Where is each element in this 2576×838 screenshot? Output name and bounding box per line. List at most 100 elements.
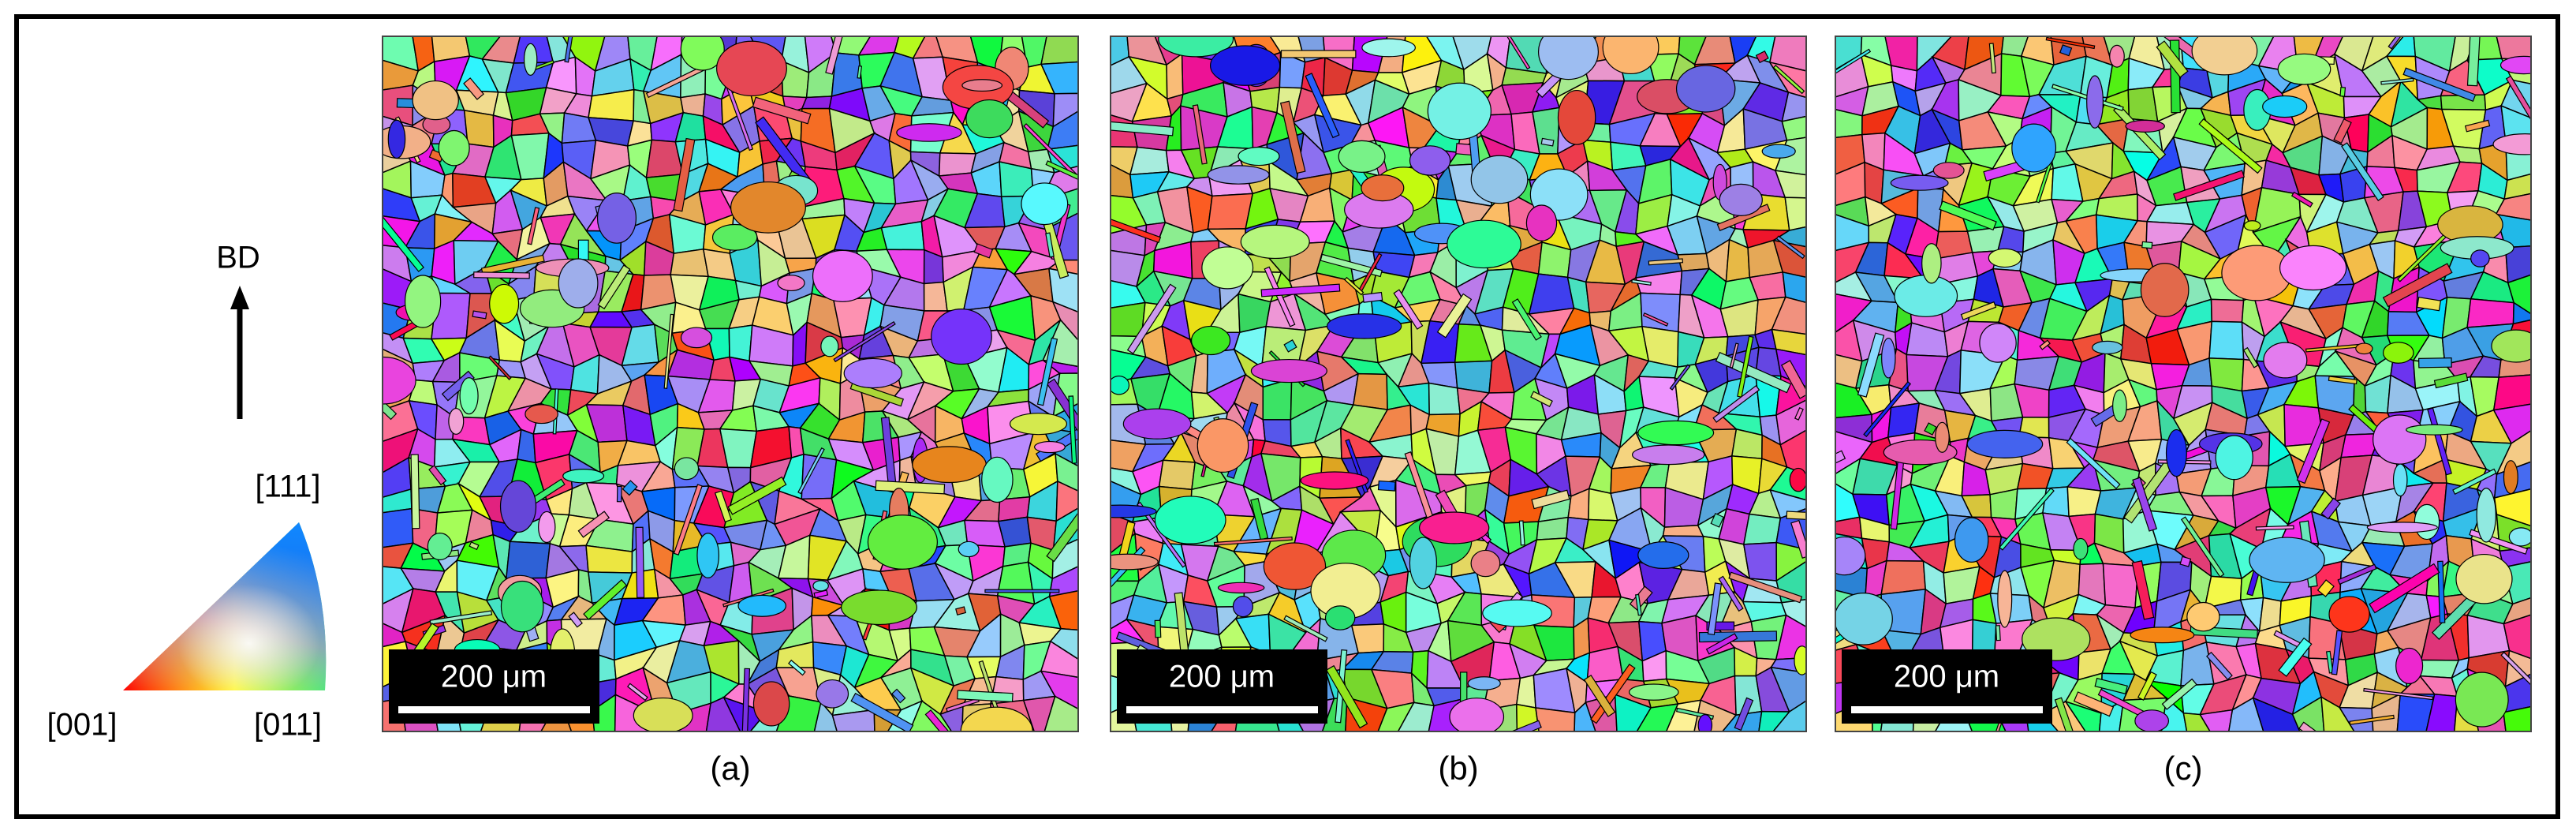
- grain: [2491, 329, 2531, 363]
- grain: [2112, 389, 2127, 422]
- grain: [2134, 709, 2170, 731]
- grain: [1775, 541, 1806, 582]
- twin-lamella: [2402, 67, 2477, 103]
- grain: [2227, 697, 2264, 731]
- grain: [2512, 301, 2531, 325]
- panel-label: (c): [2164, 750, 2203, 787]
- twin-lamella: [1436, 293, 1473, 339]
- twin-lamella: [1706, 621, 1735, 631]
- grain: [2011, 123, 2057, 173]
- grain: [2102, 563, 2139, 608]
- twin-lamella: [2180, 516, 2225, 578]
- grain: [820, 335, 839, 357]
- grain: [1761, 144, 1796, 159]
- twin-lamella: [1698, 630, 1778, 643]
- grain: [1665, 699, 1702, 731]
- grain: [2182, 712, 2211, 731]
- twin-lamella: [2437, 560, 2446, 623]
- grain: [843, 357, 902, 389]
- twin-lamella: [616, 485, 622, 503]
- grain: [2508, 527, 2531, 547]
- grain: [2366, 522, 2438, 533]
- twin-lamella: [955, 606, 967, 616]
- grain: [1324, 605, 1356, 630]
- grain: [2252, 697, 2301, 731]
- twin-lamella: [469, 541, 480, 551]
- twin-lamella: [714, 490, 732, 523]
- grain: [1397, 701, 1435, 731]
- grain: [633, 697, 693, 731]
- grain: [562, 469, 605, 484]
- grain: [1782, 271, 1806, 304]
- grain: [1789, 467, 1806, 492]
- grain: [716, 40, 787, 97]
- twin-lamella: [857, 65, 863, 79]
- grain: [2109, 44, 2125, 68]
- grain: [737, 594, 786, 617]
- grain: [1111, 375, 1130, 395]
- grain: [2503, 705, 2531, 731]
- grain: [1040, 61, 1078, 95]
- grain: [1158, 459, 1196, 491]
- grain: [1034, 440, 1066, 454]
- grain: [2243, 220, 2261, 231]
- grain: [1662, 524, 1704, 537]
- twin-lamella: [663, 313, 674, 389]
- twin-lamella: [890, 688, 906, 704]
- grain: [2320, 695, 2355, 731]
- ebsd-map: [1111, 36, 1806, 731]
- grain: [1046, 110, 1078, 151]
- twin-lamella: [428, 465, 447, 486]
- grain: [2503, 173, 2531, 200]
- twin-lamella: [1775, 235, 1805, 260]
- grain: [1774, 170, 1806, 199]
- grain: [2495, 193, 2531, 221]
- twin-lamella: [1780, 360, 1806, 399]
- grain: [680, 327, 713, 349]
- twin-lamella: [2333, 118, 2352, 144]
- twin-lamella: [1715, 351, 1792, 394]
- grain: [438, 129, 470, 166]
- twin-lamella: [1045, 232, 1055, 258]
- twin-lamella: [1260, 283, 1341, 297]
- grain: [2425, 693, 2458, 731]
- grain: [730, 181, 806, 234]
- grain: [777, 275, 805, 292]
- grain: [1935, 421, 1950, 453]
- grain: [705, 696, 741, 731]
- grain: [1300, 471, 1369, 490]
- grain: [1835, 536, 1866, 576]
- grain: [1536, 516, 1570, 541]
- scale-bar: [398, 706, 590, 713]
- grain: [489, 283, 520, 324]
- grain: [1052, 92, 1078, 128]
- grain: [1361, 174, 1405, 202]
- twin-lamella: [480, 254, 545, 275]
- twin-lamella: [2290, 191, 2313, 208]
- twin-lamella: [2173, 170, 2246, 201]
- twin-lamella: [2161, 678, 2197, 710]
- twin-lamella: [1590, 664, 1636, 724]
- figure-frame: [14, 14, 2560, 819]
- grain: [1525, 204, 1558, 241]
- twin-lamella: [788, 659, 806, 676]
- twin-lamella: [2500, 651, 2531, 698]
- twin-lamella: [383, 212, 424, 272]
- panel-label: (b): [1438, 750, 1478, 787]
- grain: [1447, 219, 1521, 269]
- twin-lamella: [2094, 677, 2128, 694]
- twin-lamella: [1794, 406, 1804, 421]
- twin-lamella: [1631, 279, 1652, 286]
- twin-lamella: [1857, 332, 1885, 398]
- twin-lamella: [2137, 671, 2157, 701]
- twin-lamella: [2349, 714, 2395, 725]
- grain: [1040, 670, 1078, 710]
- twin-lamella: [626, 683, 648, 701]
- twin-lamella: [2054, 697, 2081, 731]
- grain: [499, 480, 537, 533]
- grain: [1770, 666, 1806, 713]
- grain: [2504, 245, 2531, 284]
- grain: [1771, 296, 1806, 335]
- grain: [412, 80, 459, 121]
- arrow-head: [230, 286, 249, 309]
